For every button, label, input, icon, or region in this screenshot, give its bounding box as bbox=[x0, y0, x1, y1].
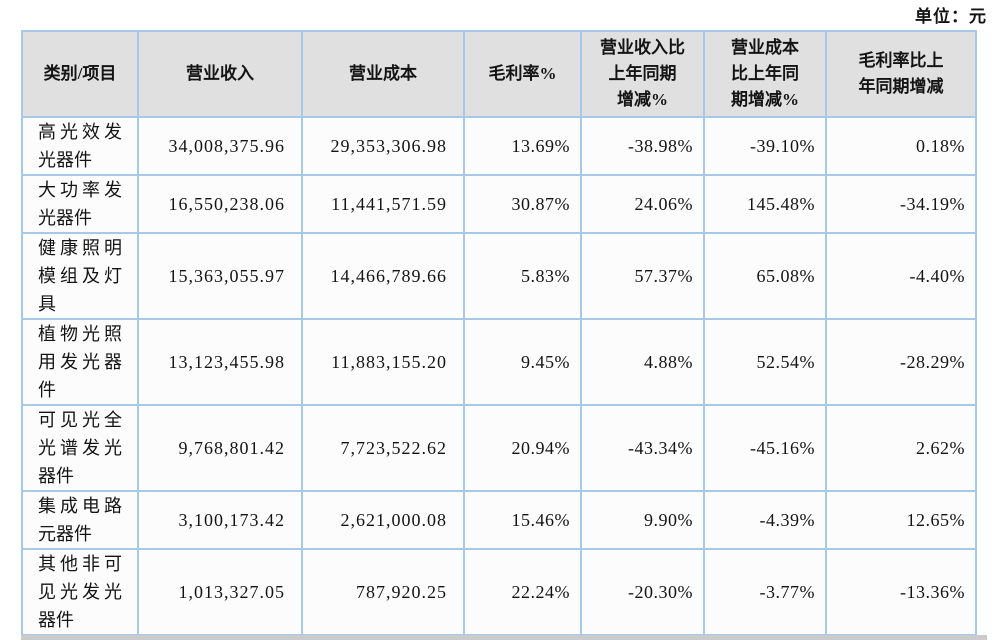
table-row: 其他非可见光发光器件 1,013,327.05 787,920.25 22.24% -2… bbox=[21, 548, 977, 636]
value-cell: 2,621,000.08 bbox=[301, 490, 465, 550]
value-cell: 22.24% bbox=[463, 548, 582, 636]
value-cell: 15,363,055.97 bbox=[137, 232, 303, 320]
column-header: 毛利率比上 年同期增减 bbox=[825, 30, 977, 118]
category-cell: 健康照明模组及灯具 bbox=[21, 232, 139, 320]
value-cell: -28.29% bbox=[825, 318, 977, 406]
value-cell: -43.34% bbox=[580, 404, 705, 492]
column-header: 营业收入 bbox=[137, 30, 303, 118]
category-cell: 其他非可见光发光器件 bbox=[21, 548, 139, 636]
value-cell: 12.65% bbox=[825, 490, 977, 550]
category-cell: 集成电路元器件 bbox=[21, 490, 139, 550]
table-row: 大功率发光器件 16,550,238.06 11,441,571.59 30.87% 2… bbox=[21, 174, 977, 234]
value-cell: 57.37% bbox=[580, 232, 705, 320]
value-cell: 1,013,327.05 bbox=[137, 548, 303, 636]
category-cell: 可见光全光谱发光器件 bbox=[21, 404, 139, 492]
category-cell: 高光效发光器件 bbox=[21, 116, 139, 176]
value-cell: -13.36% bbox=[825, 548, 977, 636]
value-cell: -34.19% bbox=[825, 174, 977, 234]
segment-financials-table: 类别/项目 营业收入 营业成本 毛利率% 营业收入比 上年同期 增减% 营业成本 比上年同… bbox=[21, 30, 977, 636]
table-row: 健康照明模组及灯具 15,363,055.97 14,466,789.66 5.83%… bbox=[21, 232, 977, 320]
value-cell: 4.88% bbox=[580, 318, 705, 406]
value-cell: 14,466,789.66 bbox=[301, 232, 465, 320]
value-cell: 787,920.25 bbox=[301, 548, 465, 636]
value-cell: 9.45% bbox=[463, 318, 582, 406]
header-row: 类别/项目 营业收入 营业成本 毛利率% 营业收入比 上年同期 增减% 营业成本 比上年同… bbox=[21, 30, 977, 118]
value-cell: 13,123,455.98 bbox=[137, 318, 303, 406]
next-row-strip bbox=[21, 635, 987, 640]
column-header: 营业成本 比上年同 期增减% bbox=[703, 30, 827, 118]
value-cell: 9,768,801.42 bbox=[137, 404, 303, 492]
value-cell: 11,883,155.20 bbox=[301, 318, 465, 406]
value-cell: -3.77% bbox=[703, 548, 827, 636]
value-cell: 9.90% bbox=[580, 490, 705, 550]
category-cell: 大功率发光器件 bbox=[21, 174, 139, 234]
value-cell: 65.08% bbox=[703, 232, 827, 320]
value-cell: 24.06% bbox=[580, 174, 705, 234]
value-cell: 0.18% bbox=[825, 116, 977, 176]
value-cell: 13.69% bbox=[463, 116, 582, 176]
value-cell: 29,353,306.98 bbox=[301, 116, 465, 176]
value-cell: -39.10% bbox=[703, 116, 827, 176]
column-header: 毛利率% bbox=[463, 30, 582, 118]
value-cell: 145.48% bbox=[703, 174, 827, 234]
column-header: 类别/项目 bbox=[21, 30, 139, 118]
table-row: 集成电路元器件 3,100,173.42 2,621,000.08 15.46% 9.9… bbox=[21, 490, 977, 550]
value-cell: 34,008,375.96 bbox=[137, 116, 303, 176]
table-row: 可见光全光谱发光器件 9,768,801.42 7,723,522.62 20.94%… bbox=[21, 404, 977, 492]
value-cell: 2.62% bbox=[825, 404, 977, 492]
value-cell: 15.46% bbox=[463, 490, 582, 550]
value-cell: 20.94% bbox=[463, 404, 582, 492]
value-cell: 5.83% bbox=[463, 232, 582, 320]
category-cell: 植物光照用发光器件 bbox=[21, 318, 139, 406]
value-cell: 52.54% bbox=[703, 318, 827, 406]
table-row: 高光效发光器件 34,008,375.96 29,353,306.98 13.69% -… bbox=[21, 116, 977, 176]
value-cell: 16,550,238.06 bbox=[137, 174, 303, 234]
value-cell: -38.98% bbox=[580, 116, 705, 176]
value-cell: 11,441,571.59 bbox=[301, 174, 465, 234]
unit-label: 单位：元 bbox=[915, 7, 987, 26]
value-cell: -4.39% bbox=[703, 490, 827, 550]
value-cell: 30.87% bbox=[463, 174, 582, 234]
column-header: 营业成本 bbox=[301, 30, 465, 118]
value-cell: -4.40% bbox=[825, 232, 977, 320]
value-cell: -45.16% bbox=[703, 404, 827, 492]
table-row: 植物光照用发光器件 13,123,455.98 11,883,155.20 9.45%… bbox=[21, 318, 977, 406]
value-cell: 3,100,173.42 bbox=[137, 490, 303, 550]
value-cell: -20.30% bbox=[580, 548, 705, 636]
column-header: 营业收入比 上年同期 增减% bbox=[580, 30, 705, 118]
value-cell: 7,723,522.62 bbox=[301, 404, 465, 492]
